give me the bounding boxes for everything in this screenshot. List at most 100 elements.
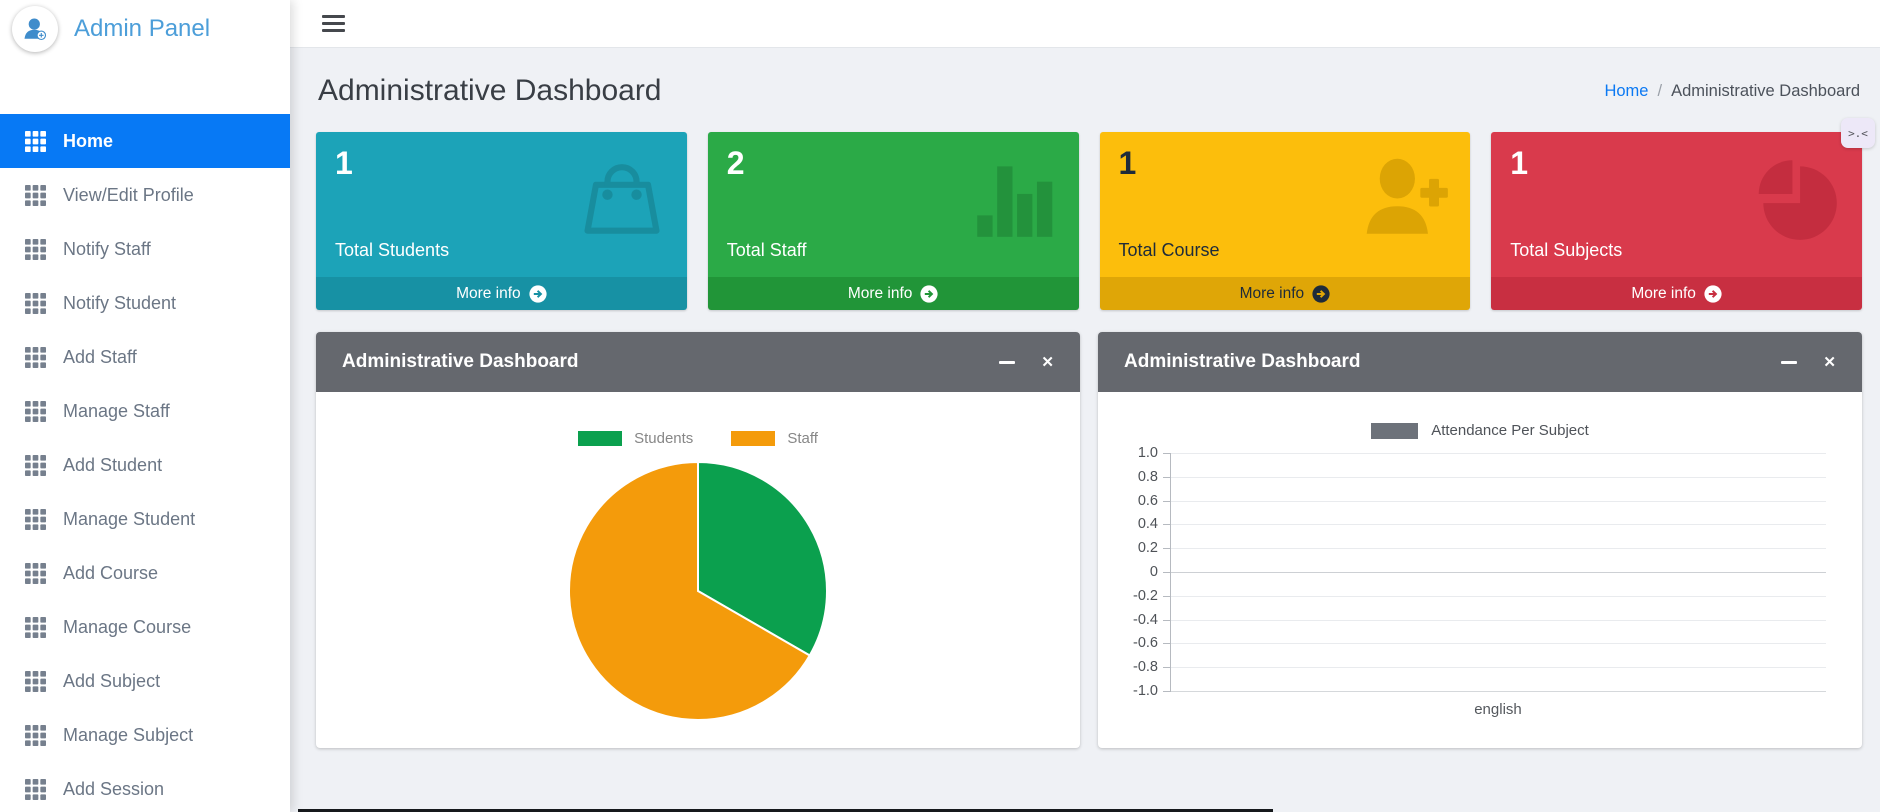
- close-icon[interactable]: ✕: [1041, 353, 1054, 371]
- gridline: [1171, 572, 1826, 573]
- info-box-total-course: 1 Total Course More info: [1099, 132, 1471, 310]
- brand: Admin Panel: [0, 0, 290, 58]
- info-box-total-subjects: 1 Total Subjects More info: [1491, 132, 1862, 310]
- minimize-icon[interactable]: [1781, 360, 1798, 364]
- sidebar-item-add-subject[interactable]: Add Subject: [0, 654, 290, 708]
- info-box-label: Total Staff: [726, 240, 807, 260]
- more-info-link[interactable]: More info: [1491, 277, 1862, 310]
- sidebar-item-manage-staff[interactable]: Manage Staff: [0, 384, 290, 438]
- y-tick-label: 0.4: [1137, 516, 1158, 533]
- sidebar-item-label: Manage Course: [63, 616, 192, 637]
- plot-area: [1163, 453, 1826, 692]
- sidebar-item-add-student[interactable]: Add Student: [0, 438, 290, 492]
- sidebar-item-add-staff[interactable]: Add Staff: [0, 330, 290, 384]
- more-info-label: More info: [1631, 284, 1696, 302]
- y-tick-label: 0.2: [1137, 540, 1158, 557]
- grid-icon: [25, 617, 46, 638]
- axis-tick: [1163, 691, 1171, 692]
- y-tick-label: 0.6: [1137, 492, 1158, 509]
- breadcrumb: Home / Administrative Dashboard: [1604, 82, 1860, 101]
- viewport-bottom-edge: [298, 809, 1273, 812]
- info-box-label: Total Subjects: [1510, 240, 1623, 260]
- grid-icon: [25, 185, 46, 206]
- sidebar-item-home[interactable]: Home: [0, 114, 290, 168]
- page-head: Administrative Dashboard Home / Administ…: [318, 74, 1860, 108]
- sidebar-item-notify-staff[interactable]: Notify Staff: [0, 222, 290, 276]
- y-axis: 1.0 0.8 0.6 0.4 0.2 0 -0.2 -0.4 -0.6 -0.8 -1.0: [1098, 445, 1170, 699]
- bar-chart: 1.0 0.8 0.6 0.4 0.2 0 -0.2 -0.4 -0.6 -0.8 -1.0: [1098, 445, 1862, 699]
- axis-tick: [1163, 476, 1171, 478]
- gridline: [1171, 524, 1826, 526]
- breadcrumb-current: Administrative Dashboard: [1671, 81, 1860, 100]
- gridline: [1171, 476, 1826, 478]
- axis-tick: [1163, 643, 1171, 645]
- more-info-link[interactable]: More info: [1099, 277, 1471, 310]
- grid-icon: [25, 293, 46, 314]
- breadcrumb-home-link[interactable]: Home: [1604, 81, 1649, 100]
- sidebar-item-manage-subject[interactable]: Manage Subject: [0, 708, 290, 762]
- info-box-label: Total Course: [1118, 240, 1220, 260]
- arrow-right-circle-icon: [529, 284, 547, 303]
- x-category-label: english: [1474, 701, 1522, 718]
- sidebar-item-notify-student[interactable]: Notify Student: [0, 276, 290, 330]
- page-title: Administrative Dashboard: [318, 74, 662, 107]
- sidebar-item-label: Add Staff: [63, 346, 137, 367]
- grid-icon: [25, 725, 46, 746]
- sidebar-item-add-course[interactable]: Add Course: [0, 546, 290, 600]
- pie-slice-staff: [568, 460, 812, 721]
- info-box-label: Total Students: [335, 240, 450, 260]
- y-tick-label: -1.0: [1133, 683, 1158, 699]
- bar-panel-body: Attendance Per Subject 1.0 0.8 0.6 0.4 0.2 0 -…: [1098, 392, 1862, 748]
- sidebar: Admin Panel Home View/Edit Profile Notif…: [0, 0, 290, 812]
- overlay-widget-button[interactable]: >.<: [1841, 118, 1875, 148]
- person-add-icon: [1356, 148, 1454, 246]
- grid-icon: [25, 347, 46, 368]
- sidebar-item-manage-student[interactable]: Manage Student: [0, 492, 290, 546]
- grid-icon: [25, 779, 46, 800]
- y-tick-label: -0.4: [1133, 611, 1158, 628]
- panel-title: Administrative Dashboard: [1124, 351, 1361, 372]
- gridline: [1171, 548, 1826, 550]
- gridline: [1171, 643, 1826, 645]
- sidebar-menu: Home View/Edit Profile Notify Staff Noti…: [0, 114, 290, 812]
- gridline: [1171, 667, 1826, 669]
- grid-icon: [25, 455, 46, 476]
- panel-title: Administrative Dashboard: [342, 351, 579, 372]
- person-plus-icon: [12, 6, 58, 52]
- hamburger-icon[interactable]: [322, 15, 345, 32]
- grid-icon: [25, 509, 46, 530]
- y-tick-label: -0.8: [1133, 659, 1158, 676]
- sidebar-item-add-session[interactable]: Add Session: [0, 762, 290, 812]
- info-box-value: 1: [1510, 145, 1529, 181]
- info-box-value: 1: [335, 145, 353, 181]
- more-info-link[interactable]: More info: [316, 277, 687, 310]
- arrow-right-circle-icon: [1312, 284, 1330, 303]
- y-tick-label: -0.6: [1133, 635, 1158, 652]
- main-area: Administrative Dashboard Home / Administ…: [290, 0, 1880, 812]
- info-boxes-row: 1 Total Students More info: [316, 132, 1862, 310]
- legend-label: Students: [634, 430, 694, 447]
- sidebar-item-label: Add Session: [63, 778, 165, 799]
- sidebar-item-label: Add Subject: [63, 670, 161, 691]
- topbar: [290, 0, 1880, 48]
- y-tick-label: 0.8: [1137, 468, 1158, 485]
- legend-label: Staff: [787, 430, 818, 447]
- grid-icon: [25, 563, 46, 584]
- sidebar-item-manage-course[interactable]: Manage Course: [0, 600, 290, 654]
- axis-tick: [1163, 453, 1171, 454]
- legend-item-staff: Staff: [731, 430, 818, 447]
- y-tick-label: 0: [1149, 564, 1158, 580]
- content: Administrative Dashboard Home / Administ…: [290, 48, 1880, 748]
- close-icon[interactable]: ✕: [1823, 353, 1836, 371]
- panel-header: Administrative Dashboard ✕: [1098, 332, 1862, 392]
- arrow-right-circle-icon: [1704, 284, 1722, 303]
- sidebar-item-view-edit-profile[interactable]: View/Edit Profile: [0, 168, 290, 222]
- pie-slice-students: [697, 460, 828, 657]
- minimize-icon[interactable]: [999, 360, 1016, 364]
- axis-tick: [1163, 595, 1171, 597]
- grid-icon: [25, 401, 46, 422]
- x-axis: english: [1170, 701, 1826, 718]
- info-box-value: 1: [1118, 145, 1137, 181]
- breadcrumb-separator: /: [1657, 81, 1663, 100]
- more-info-link[interactable]: More info: [707, 277, 1079, 310]
